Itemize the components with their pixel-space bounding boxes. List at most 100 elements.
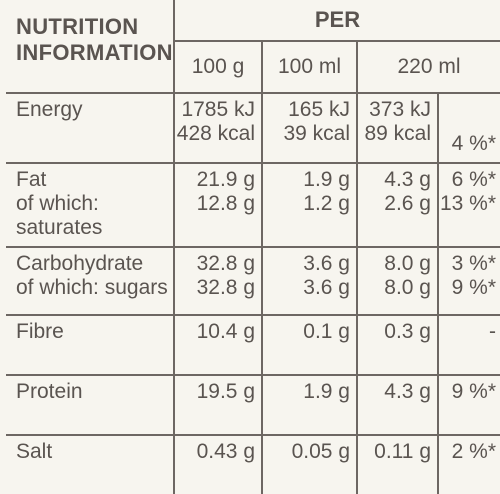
table-row: Fibre 10.4 g 0.1 g 0.3 g -: [6, 314, 500, 376]
value-100ml-carbohydrate-line-1: 3.6 g: [303, 252, 350, 275]
row-label-carbohydrate-line-1: Carbohydrate: [16, 252, 144, 275]
value-100ml-salt-line-1: 0.05 g: [291, 440, 350, 463]
value-220ml-energy: 373 kJ 89 kcal: [356, 92, 439, 164]
value-100ml-fibre-line-1: 0.1 g: [303, 320, 350, 343]
value-100g-energy-line-1: 1785 kJ: [181, 98, 255, 121]
value-100g-fibre-line-1: 10.4 g: [196, 320, 255, 343]
value-100ml-salt: 0.05 g: [261, 434, 358, 494]
row-label-protein-line-2: [16, 404, 173, 428]
value-100ml-energy: 165 kJ 39 kcal: [261, 92, 358, 164]
value-100g-protein-line-2: [175, 404, 255, 428]
value-220ml-fat-line-1: 4.3 g: [384, 168, 431, 191]
value-100ml-fat-line-1: 1.9 g: [303, 168, 350, 191]
value-100ml-protein: 1.9 g: [261, 374, 358, 436]
row-label-energy-line-1: Energy: [16, 98, 83, 121]
row-label-energy-line-2: [16, 122, 173, 146]
table-title: NUTRITION INFORMATION: [6, 0, 175, 94]
row-label-fibre-line-1: Fibre: [16, 320, 64, 343]
column-header-100g: 100 g: [173, 40, 263, 94]
title-line-1: NUTRITION: [16, 14, 139, 39]
reference-intake-energy-line-1: [439, 108, 496, 132]
value-100g-protein-line-1: 19.5 g: [196, 380, 255, 403]
reference-intake-salt-line-2: [439, 464, 496, 488]
value-100ml-fat-line-2: 1.2 g: [303, 192, 350, 215]
value-100g-fibre-line-2: [175, 344, 255, 368]
row-label-protein: Protein: [6, 374, 175, 436]
column-header-100ml: 100 ml: [261, 40, 358, 94]
value-100ml-carbohydrate-line-2: 3.6 g: [303, 276, 350, 299]
value-100g-fat: 21.9 g 12.8 g: [173, 162, 263, 248]
reference-intake-energy: 4 %*: [437, 92, 500, 164]
value-220ml-protein-line-2: [358, 404, 431, 428]
reference-intake-salt: 2 %*: [437, 434, 500, 494]
row-label-fibre: Fibre: [6, 314, 175, 376]
row-label-fat: Fat of which: saturates: [6, 162, 175, 248]
row-label-protein-line-1: Protein: [16, 380, 83, 403]
reference-intake-carbohydrate-line-1: 3 %*: [451, 252, 496, 275]
row-label-salt-line-1: Salt: [16, 440, 53, 463]
value-100g-protein: 19.5 g: [173, 374, 263, 436]
value-220ml-carbohydrate-line-2: 8.0 g: [384, 276, 431, 299]
value-100g-fat-line-1: 21.9 g: [196, 168, 255, 191]
value-100ml-salt-line-2: [263, 464, 350, 488]
value-100ml-fat: 1.9 g 1.2 g: [261, 162, 358, 248]
nutrition-table: NUTRITION INFORMATION PER 100 g 100 ml 2…: [6, 0, 500, 494]
row-label-carbohydrate: Carbohydrate of which: sugars: [6, 246, 175, 316]
table-row: Carbohydrate of which: sugars 32.8 g 32.8 g…: [6, 246, 500, 316]
value-220ml-protein-line-1: 4.3 g: [384, 380, 431, 403]
row-label-fibre-line-2: [16, 344, 173, 368]
reference-intake-fibre-line-1: -: [489, 320, 496, 343]
reference-intake-carbohydrate: 3 %* 9 %*: [437, 246, 500, 316]
value-100g-fibre: 10.4 g: [173, 314, 263, 376]
row-label-fat-line-2: of which: saturates: [16, 192, 103, 239]
value-220ml-carbohydrate-line-1: 8.0 g: [384, 252, 431, 275]
column-header-220ml: 220 ml: [356, 40, 500, 94]
reference-intake-salt-line-1: 2 %*: [451, 440, 496, 463]
value-100ml-protein-line-2: [263, 404, 350, 428]
nutrition-panel: NUTRITION INFORMATION PER 100 g 100 ml 2…: [6, 0, 500, 494]
value-220ml-salt-line-2: [358, 464, 431, 488]
value-100g-carbohydrate-line-2: 32.8 g: [196, 276, 255, 299]
table-row: Energy 1785 kJ 428 kcal 165 kJ 39 kcal 373 kJ…: [6, 92, 500, 164]
value-100g-carbohydrate-line-1: 32.8 g: [196, 252, 255, 275]
value-220ml-energy-line-1: 373 kJ: [369, 98, 431, 121]
row-label-salt: Salt: [6, 434, 175, 494]
value-100g-fat-line-2: 12.8 g: [196, 192, 255, 215]
value-100ml-energy-line-2: 39 kcal: [283, 122, 350, 145]
value-100g-salt: 0.43 g: [173, 434, 263, 494]
row-label-carbohydrate-line-2: of which: sugars: [16, 276, 168, 299]
value-220ml-salt-line-1: 0.11 g: [374, 440, 431, 463]
value-100ml-energy-line-1: 165 kJ: [288, 98, 350, 121]
row-label-energy: Energy: [6, 92, 175, 164]
value-220ml-fat: 4.3 g 2.6 g: [356, 162, 439, 248]
value-220ml-salt: 0.11 g: [356, 434, 439, 494]
reference-intake-carbohydrate-line-2: 9 %*: [451, 276, 496, 299]
value-220ml-fibre: 0.3 g: [356, 314, 439, 376]
value-100ml-fibre-line-2: [263, 344, 350, 368]
reference-intake-fibre-line-2: [439, 344, 496, 368]
reference-intake-fat: 6 %* 13 %*: [437, 162, 500, 248]
value-220ml-energy-line-2: 89 kcal: [364, 122, 431, 145]
table-row: Salt 0.43 g 0.05 g 0.11 g 2 %*: [6, 434, 500, 494]
value-220ml-fat-line-2: 2.6 g: [384, 192, 431, 215]
row-label-salt-line-2: [16, 464, 173, 488]
reference-intake-protein: 9 %*: [437, 374, 500, 436]
table-row: Protein 19.5 g 1.9 g 4.3 g 9 %*: [6, 374, 500, 436]
reference-intake-protein-line-1: 9 %*: [451, 380, 496, 403]
reference-intake-fat-line-1: 6 %*: [451, 168, 496, 191]
reference-intake-fat-line-2: 13 %*: [439, 192, 496, 215]
reference-intake-protein-line-2: [439, 404, 496, 428]
value-100g-energy: 1785 kJ 428 kcal: [173, 92, 263, 164]
row-label-fat-line-1: Fat: [16, 168, 47, 191]
value-220ml-fibre-line-2: [358, 344, 431, 368]
value-100ml-fibre: 0.1 g: [261, 314, 358, 376]
value-100g-salt-line-1: 0.43 g: [196, 440, 255, 463]
reference-intake-energy-line-2: 4 %*: [451, 132, 496, 155]
value-100ml-protein-line-1: 1.9 g: [303, 380, 350, 403]
title-line-2: INFORMATION: [16, 40, 173, 65]
value-100g-carbohydrate: 32.8 g 32.8 g: [173, 246, 263, 316]
value-220ml-protein: 4.3 g: [356, 374, 439, 436]
value-100g-energy-line-2: 428 kcal: [176, 122, 255, 145]
reference-intake-fibre: -: [437, 314, 500, 376]
